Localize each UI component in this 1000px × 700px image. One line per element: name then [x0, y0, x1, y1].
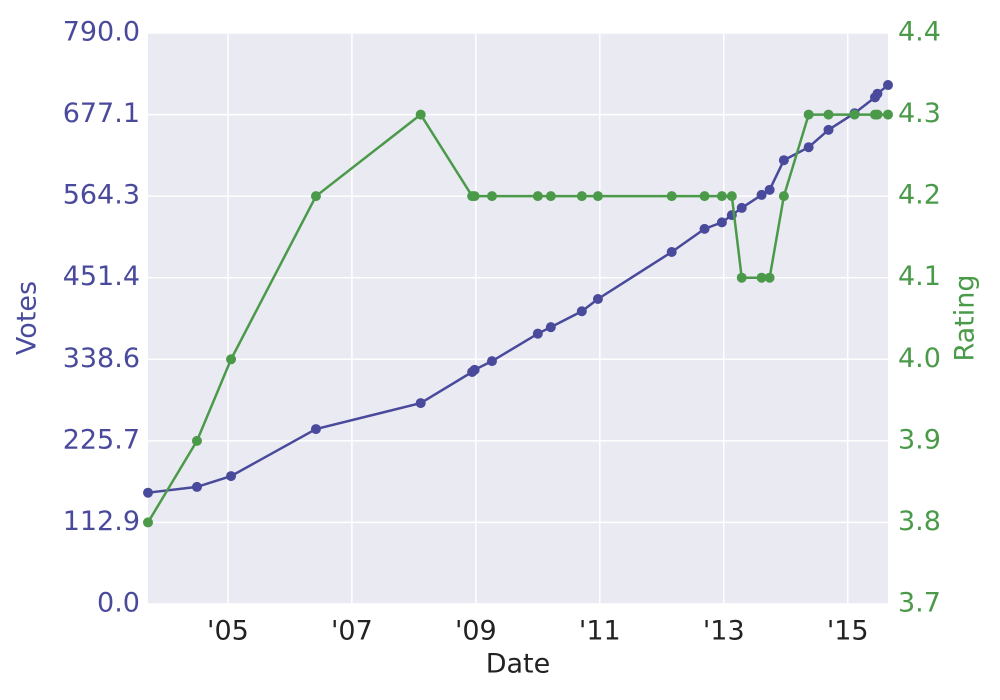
data-point — [486, 356, 497, 367]
data-point — [736, 202, 747, 213]
y2-tick-label: 4.2 — [898, 180, 941, 211]
data-point — [486, 191, 497, 202]
data-point — [883, 109, 893, 120]
y2-tick-label: 3.9 — [898, 424, 941, 455]
data-point — [191, 481, 202, 492]
data-point — [226, 354, 237, 365]
y-tick-label: 564.3 — [63, 180, 140, 211]
data-point — [415, 109, 426, 120]
y2-tick-label: 3.7 — [898, 588, 941, 619]
x-tick-label: '13 — [703, 616, 745, 647]
data-point — [415, 398, 426, 409]
data-point — [143, 517, 153, 528]
data-point — [883, 80, 893, 91]
data-point — [736, 272, 747, 283]
data-point — [592, 293, 603, 304]
data-point — [764, 184, 775, 195]
data-point — [872, 88, 883, 99]
data-point — [469, 191, 480, 202]
y-tick-label: 790.0 — [63, 17, 140, 48]
data-point — [872, 109, 883, 120]
y2-tick-label: 4.1 — [898, 261, 941, 292]
y-tick-label: 677.1 — [63, 98, 140, 129]
data-point — [699, 191, 710, 202]
data-point — [532, 328, 543, 339]
data-point — [716, 217, 727, 228]
data-point — [803, 142, 814, 153]
data-point — [666, 247, 677, 258]
data-point — [778, 191, 789, 202]
data-point — [592, 191, 603, 202]
data-point — [823, 124, 834, 135]
x-axis-label: Date — [486, 649, 551, 680]
y-tick-label: 112.9 — [63, 506, 140, 537]
data-point — [666, 191, 677, 202]
data-point — [576, 191, 587, 202]
y-tick-label: 451.4 — [63, 261, 140, 292]
data-point — [310, 424, 321, 435]
x-tick-label: '15 — [827, 616, 869, 647]
y2-tick-label: 4.4 — [898, 17, 941, 48]
data-point — [716, 191, 727, 202]
data-point — [764, 272, 775, 283]
x-tick-label: '11 — [579, 616, 621, 647]
y2-tick-label: 3.8 — [898, 506, 941, 537]
y-axis-label: Votes — [12, 281, 43, 355]
y-tick-label: 338.6 — [63, 343, 140, 374]
data-point — [699, 223, 710, 234]
y2-tick-label: 4.0 — [898, 343, 941, 374]
data-point — [849, 109, 860, 120]
data-point — [803, 109, 814, 120]
data-point — [226, 471, 237, 482]
data-point — [756, 189, 767, 200]
data-point — [469, 364, 480, 375]
y2-axis-label: Rating — [950, 274, 981, 361]
data-point — [191, 435, 202, 446]
x-tick-label: '09 — [455, 616, 497, 647]
data-point — [576, 306, 587, 317]
x-tick-label: '07 — [331, 616, 373, 647]
data-point — [756, 272, 767, 283]
x-tick-label: '05 — [207, 616, 249, 647]
data-point — [532, 191, 543, 202]
data-point — [778, 155, 789, 166]
y2-tick-label: 4.3 — [898, 98, 941, 129]
plot-area — [148, 33, 888, 604]
y-tick-label: 0.0 — [97, 588, 140, 619]
y-tick-label: 225.7 — [63, 424, 140, 455]
data-point — [545, 322, 556, 333]
data-point — [143, 487, 153, 498]
data-point — [823, 109, 834, 120]
data-point — [310, 191, 321, 202]
data-point — [545, 191, 556, 202]
data-point — [726, 191, 737, 202]
